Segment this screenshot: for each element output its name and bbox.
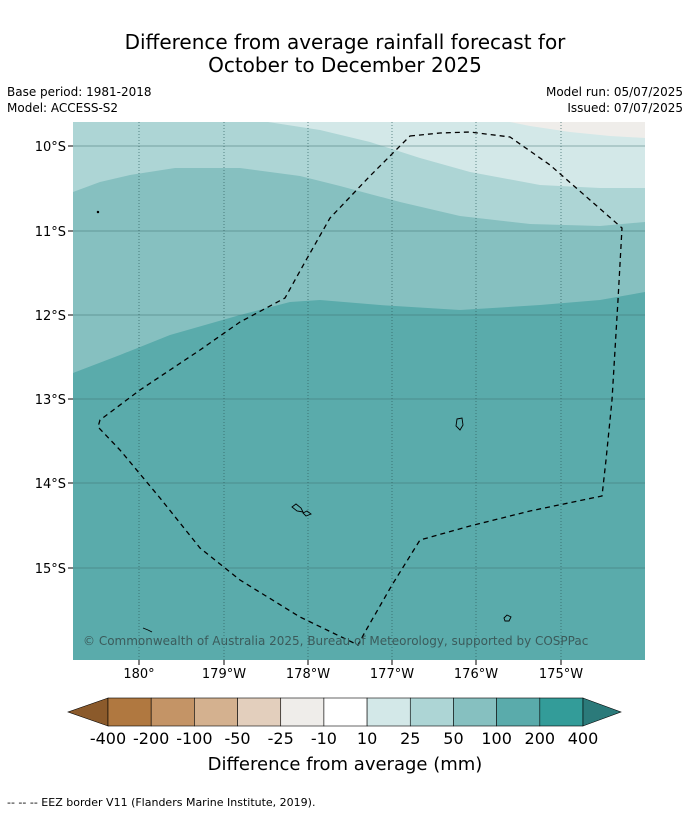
colorbar-segment xyxy=(539,697,584,727)
eez-border xyxy=(97,131,623,646)
title-line-2: October to December 2025 xyxy=(208,53,482,77)
colorbar-segment xyxy=(280,697,325,727)
colorbar-tick-label: 25 xyxy=(400,729,420,748)
island-f xyxy=(96,210,100,214)
colorbar-extend-high xyxy=(582,697,622,727)
colorbar-tick-label: 200 xyxy=(525,729,556,748)
model-run: Model run: 05/07/2025 xyxy=(545,85,683,99)
base-period: Base period: 1981-2018 xyxy=(7,85,152,99)
island-b xyxy=(291,503,304,513)
colorbar-segment xyxy=(496,697,541,727)
island-d xyxy=(503,614,512,622)
forecast-field xyxy=(73,122,645,660)
lon-label: 180° xyxy=(123,667,154,682)
model-name: Model: ACCESS-S2 xyxy=(7,101,119,115)
lat-label: 15°S xyxy=(35,562,66,577)
colorbar-segment xyxy=(323,697,368,727)
lon-label: 177°W xyxy=(370,667,414,682)
lat-label: 10°S xyxy=(35,140,66,155)
lon-label: 175°W xyxy=(539,667,583,682)
colorbar-tick-label: -200 xyxy=(133,729,169,748)
colorbar-tick-label: -10 xyxy=(311,729,337,748)
colorbar-tick-label: -100 xyxy=(176,729,212,748)
colorbar-tick-label: -400 xyxy=(90,729,126,748)
band-10-25 xyxy=(268,122,645,188)
colorbar-tick-label: 400 xyxy=(568,729,599,748)
colorbar-extend-low xyxy=(67,697,109,727)
lon-label: 178°W xyxy=(286,667,330,682)
band-neg10-10 xyxy=(510,122,645,138)
colorbar-tick-label: 10 xyxy=(357,729,377,748)
colorbar-segment xyxy=(150,697,195,727)
lon-label: 176°W xyxy=(454,667,498,682)
gridlines xyxy=(73,145,645,569)
lat-label: 14°S xyxy=(35,477,66,492)
colorbar-title: Difference from average (mm) xyxy=(208,754,483,775)
colorbar-tick-label: 100 xyxy=(481,729,512,748)
chart-title: Difference from average rainfall forecas… xyxy=(0,31,690,77)
issued-date: Issued: 07/07/2025 xyxy=(567,101,683,115)
colorbar-segment xyxy=(107,697,152,727)
lat-label: 13°S xyxy=(35,393,66,408)
lat-label: 11°S xyxy=(35,225,66,240)
colorbar-segment xyxy=(366,697,411,727)
colorbar-segment xyxy=(237,697,282,727)
lon-label: 179°W xyxy=(202,667,246,682)
eez-footnote: -- -- -- EEZ border V11 (Flanders Marine… xyxy=(7,796,316,809)
island-e xyxy=(142,627,153,633)
latitude-labels: 10°S 11°S 12°S 13°S 14°S 15°S xyxy=(35,140,73,577)
colorbar-tick-label: -25 xyxy=(268,729,294,748)
colorbar-segment xyxy=(194,697,238,727)
meta-right: Model run: 05/07/2025 Issued: 07/07/2025 xyxy=(546,84,683,116)
island-a xyxy=(455,417,464,431)
colorbar: -400 -200 -100 -50 -25 -10 10 25 50 100 200 400 xyxy=(67,697,622,748)
colorbar-segment xyxy=(453,697,497,727)
copyright-notice: © Commonwealth of Australia 2025, Bureau… xyxy=(83,634,588,648)
colorbar-tick-label: 50 xyxy=(443,729,463,748)
island-c xyxy=(302,510,312,517)
colorbar-tick-label: -50 xyxy=(224,729,250,748)
lat-label: 12°S xyxy=(35,309,66,324)
longitude-labels: 180° 179°W 178°W 177°W 176°W 175°W xyxy=(123,660,583,682)
title-line-1: Difference from average rainfall forecas… xyxy=(124,30,566,54)
islands xyxy=(96,210,512,633)
colorbar-segment xyxy=(409,697,454,727)
meta-left: Base period: 1981-2018 Model: ACCESS-S2 xyxy=(7,84,152,116)
